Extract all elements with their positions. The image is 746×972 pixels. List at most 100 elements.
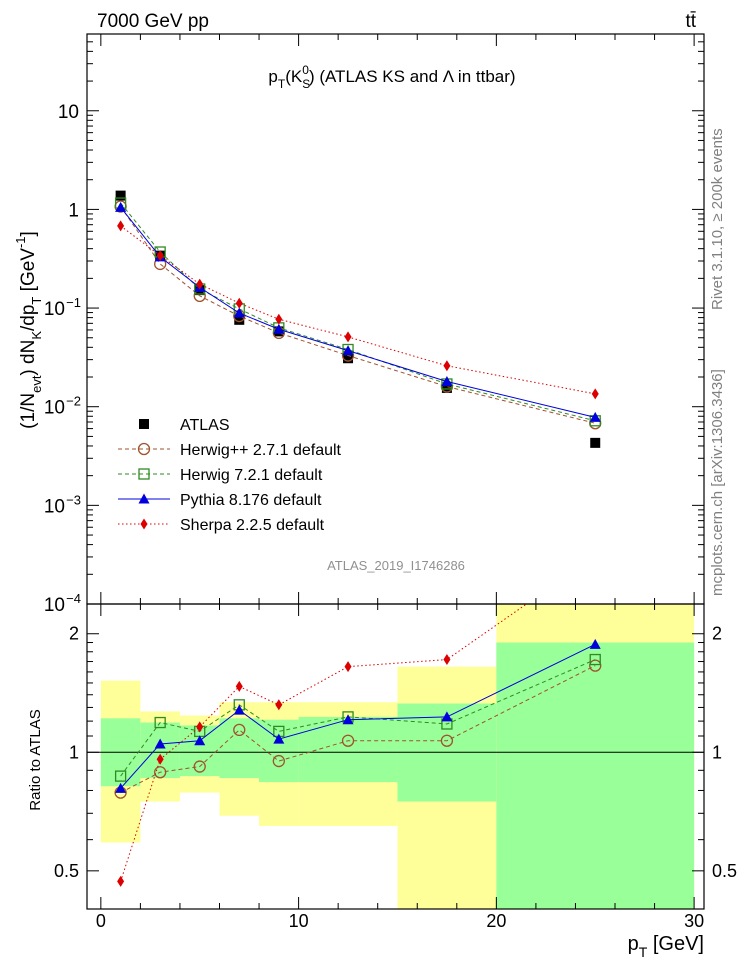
x-tick-label: 10 <box>289 911 309 931</box>
ratio-point <box>154 766 167 779</box>
chart-title: pT(KS0) (ATLAS KS and Λ in ttbar) <box>268 63 515 91</box>
ratio-point <box>441 711 453 722</box>
ratio-series-line <box>120 665 596 794</box>
ratio-panel: 0.5 0.51 12 20 10 20 30 <box>54 34 737 931</box>
main-point <box>273 323 285 334</box>
ratio-point <box>154 738 166 749</box>
legend-marker <box>138 468 150 480</box>
x-axis-label: pT [GeV] <box>628 933 704 960</box>
main-y-tick-label: 10 <box>58 102 79 123</box>
legend-marker <box>138 493 150 504</box>
main-point <box>441 382 452 393</box>
ratio-series-line <box>120 659 596 777</box>
main-point <box>196 278 204 290</box>
ratio-point <box>117 875 125 887</box>
main-point <box>117 220 125 232</box>
main-series-line <box>120 206 596 424</box>
ratio-point <box>154 716 166 729</box>
ratio-point <box>196 721 204 733</box>
main-point <box>115 201 127 212</box>
ratio-point <box>342 714 354 725</box>
main-point <box>443 360 451 372</box>
ratio-point <box>341 734 355 747</box>
legend-label: Herwig++ 2.7.1 default <box>180 442 342 459</box>
process-label: tt̄ <box>685 11 696 32</box>
ratio-y-tick-label: 1 <box>69 742 79 762</box>
main-point <box>590 437 601 448</box>
ratio-series-line <box>120 604 528 882</box>
ratio-point <box>443 654 451 666</box>
analysis-label: ATLAS_2019_I1746286 <box>327 558 465 573</box>
main-y-tick-label: 1 <box>68 200 79 221</box>
legend-marker <box>137 442 151 456</box>
main-y-tick-label: 10 <box>44 595 65 616</box>
main-y-tick-exponent: −3 <box>66 492 81 507</box>
main-point <box>344 331 352 343</box>
ratio-point <box>589 653 601 666</box>
main-frame <box>86 33 705 605</box>
main-series-line <box>120 207 596 418</box>
main-series-line <box>120 225 596 395</box>
legend-label: Sherpa 2.2.5 default <box>180 517 325 534</box>
ratio-point <box>589 659 602 672</box>
ratio-y-tick-label: 0.5 <box>54 861 79 881</box>
ratio-point <box>273 733 285 744</box>
ratio-series-line <box>120 643 596 789</box>
ratio-y-label: Ratio to ATLAS <box>27 709 44 810</box>
legend-label: Herwig 7.2.1 default <box>180 467 323 484</box>
ratio-point <box>235 680 243 692</box>
legend-marker <box>139 419 149 429</box>
energy-label: 7000 GeV pp <box>97 11 209 32</box>
main-series-line <box>120 202 596 422</box>
ratio-point <box>156 753 164 765</box>
ratio-y-tick-label: 0.5 <box>712 861 737 881</box>
legend-marker <box>140 518 148 530</box>
main-point <box>343 353 354 364</box>
ratio-point <box>115 782 127 793</box>
ratio-point <box>440 734 454 747</box>
ratio-y-tick-label: 2 <box>712 624 722 644</box>
ratio-point <box>114 770 127 782</box>
main-y-tick-exponent: −2 <box>66 394 81 409</box>
ratio-band-stat <box>496 642 695 909</box>
ratio-point <box>589 638 601 649</box>
ratio-band-stat <box>140 722 180 779</box>
ratio-y-tick-label: 1 <box>712 742 722 762</box>
main-point <box>235 297 243 309</box>
x-tick-label: 20 <box>486 911 506 931</box>
main-point <box>156 250 164 262</box>
main-point <box>234 314 245 325</box>
ratio-point <box>272 754 285 768</box>
x-tick-label: 0 <box>96 911 106 931</box>
ratio-point <box>194 735 206 746</box>
ratio-point <box>193 760 206 773</box>
main-point <box>589 411 601 422</box>
main-point <box>275 313 283 325</box>
main-point <box>441 376 453 387</box>
ratio-point <box>275 699 283 711</box>
main-point <box>342 345 354 356</box>
x-tick-label: 30 <box>684 911 704 931</box>
legend: ATLAS Herwig++ 2.7.1 default Herwig 7.2.1 … <box>118 417 342 534</box>
ratio-band-stat <box>219 718 260 779</box>
ratio-point <box>233 723 246 737</box>
main-y-tick-exponent: −4 <box>66 591 81 606</box>
main-y-tick-label: 10 <box>44 496 65 517</box>
main-y-tick-exponent: −1 <box>66 295 81 310</box>
main-point <box>233 307 245 318</box>
ratio-point <box>344 661 352 673</box>
ratio-point <box>233 704 245 715</box>
source-label: mcplots.cern.ch [arXiv:1306.3436] <box>709 369 726 596</box>
legend-label: ATLAS <box>180 417 230 434</box>
main-point <box>591 388 599 400</box>
main-y-tick-label: 10 <box>44 398 65 419</box>
ratio-band-stat <box>179 725 220 777</box>
main-y-label: (1/Nevt) dNK/dpT [GeV-1] <box>13 231 44 429</box>
main-point <box>115 190 126 201</box>
ratio-y-tick-label: 2 <box>69 624 79 644</box>
legend-label: Pythia 8.176 default <box>180 492 322 509</box>
rivet-label: Rivet 3.1.10, ≥ 200k events <box>709 128 726 310</box>
ratio-band-stat <box>298 716 398 783</box>
